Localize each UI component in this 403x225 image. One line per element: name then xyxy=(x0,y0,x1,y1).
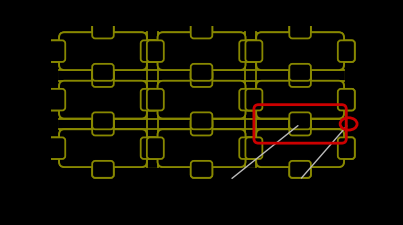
FancyBboxPatch shape xyxy=(289,113,311,130)
FancyBboxPatch shape xyxy=(191,119,212,136)
FancyBboxPatch shape xyxy=(147,41,164,63)
FancyBboxPatch shape xyxy=(92,119,114,136)
FancyBboxPatch shape xyxy=(191,22,212,39)
FancyBboxPatch shape xyxy=(141,41,158,63)
FancyBboxPatch shape xyxy=(239,41,256,63)
Bar xyxy=(245,33,256,167)
FancyBboxPatch shape xyxy=(92,22,114,39)
FancyBboxPatch shape xyxy=(48,138,65,159)
FancyBboxPatch shape xyxy=(256,130,344,167)
FancyBboxPatch shape xyxy=(48,41,65,63)
FancyBboxPatch shape xyxy=(147,90,164,111)
Bar xyxy=(59,71,344,81)
FancyBboxPatch shape xyxy=(92,161,114,178)
FancyBboxPatch shape xyxy=(59,81,147,119)
FancyBboxPatch shape xyxy=(338,138,355,159)
FancyBboxPatch shape xyxy=(92,65,114,81)
FancyBboxPatch shape xyxy=(245,138,262,159)
FancyBboxPatch shape xyxy=(289,161,311,178)
FancyBboxPatch shape xyxy=(48,90,65,111)
FancyBboxPatch shape xyxy=(289,65,311,81)
FancyBboxPatch shape xyxy=(92,65,114,81)
FancyBboxPatch shape xyxy=(289,22,311,39)
FancyBboxPatch shape xyxy=(256,81,344,119)
FancyBboxPatch shape xyxy=(158,33,245,71)
FancyBboxPatch shape xyxy=(256,33,344,71)
FancyBboxPatch shape xyxy=(141,90,158,111)
FancyBboxPatch shape xyxy=(289,71,311,88)
FancyBboxPatch shape xyxy=(191,119,212,136)
FancyBboxPatch shape xyxy=(191,65,212,81)
FancyBboxPatch shape xyxy=(158,130,245,167)
Text: V-scoring: V-scoring xyxy=(275,187,324,196)
FancyBboxPatch shape xyxy=(59,33,147,71)
FancyBboxPatch shape xyxy=(245,90,262,111)
FancyBboxPatch shape xyxy=(191,113,212,130)
FancyBboxPatch shape xyxy=(59,33,147,71)
FancyBboxPatch shape xyxy=(245,41,262,63)
FancyBboxPatch shape xyxy=(239,90,256,111)
FancyBboxPatch shape xyxy=(289,161,311,178)
FancyBboxPatch shape xyxy=(289,119,311,136)
FancyBboxPatch shape xyxy=(289,71,311,88)
FancyBboxPatch shape xyxy=(147,41,164,63)
FancyBboxPatch shape xyxy=(338,41,355,63)
FancyBboxPatch shape xyxy=(92,119,114,136)
FancyBboxPatch shape xyxy=(92,71,114,88)
FancyBboxPatch shape xyxy=(191,65,212,81)
FancyBboxPatch shape xyxy=(245,41,262,63)
FancyBboxPatch shape xyxy=(147,138,164,159)
FancyBboxPatch shape xyxy=(48,138,65,159)
FancyBboxPatch shape xyxy=(141,138,158,159)
FancyBboxPatch shape xyxy=(289,113,311,130)
FancyBboxPatch shape xyxy=(92,71,114,88)
Text: Tab-route: Tab-route xyxy=(206,187,254,196)
FancyBboxPatch shape xyxy=(59,81,147,119)
FancyBboxPatch shape xyxy=(191,161,212,178)
FancyBboxPatch shape xyxy=(239,138,256,159)
Bar xyxy=(59,119,344,130)
FancyBboxPatch shape xyxy=(191,22,212,39)
FancyBboxPatch shape xyxy=(147,138,164,159)
FancyBboxPatch shape xyxy=(59,130,147,167)
FancyBboxPatch shape xyxy=(158,81,245,119)
FancyBboxPatch shape xyxy=(158,81,245,119)
FancyBboxPatch shape xyxy=(48,90,65,111)
FancyBboxPatch shape xyxy=(289,119,311,136)
FancyBboxPatch shape xyxy=(191,71,212,88)
FancyBboxPatch shape xyxy=(239,90,256,111)
FancyBboxPatch shape xyxy=(338,90,355,111)
FancyBboxPatch shape xyxy=(191,113,212,130)
Bar xyxy=(147,33,158,167)
FancyBboxPatch shape xyxy=(92,113,114,130)
FancyBboxPatch shape xyxy=(289,22,311,39)
FancyBboxPatch shape xyxy=(245,138,262,159)
FancyBboxPatch shape xyxy=(256,130,344,167)
FancyBboxPatch shape xyxy=(158,33,245,71)
FancyBboxPatch shape xyxy=(338,138,355,159)
FancyBboxPatch shape xyxy=(191,161,212,178)
FancyBboxPatch shape xyxy=(191,71,212,88)
FancyBboxPatch shape xyxy=(338,90,355,111)
FancyBboxPatch shape xyxy=(239,138,256,159)
FancyBboxPatch shape xyxy=(92,22,114,39)
FancyBboxPatch shape xyxy=(338,41,355,63)
FancyBboxPatch shape xyxy=(59,130,147,167)
FancyBboxPatch shape xyxy=(256,33,344,71)
FancyBboxPatch shape xyxy=(158,130,245,167)
FancyBboxPatch shape xyxy=(92,113,114,130)
FancyBboxPatch shape xyxy=(141,90,158,111)
FancyBboxPatch shape xyxy=(141,41,158,63)
FancyBboxPatch shape xyxy=(92,161,114,178)
FancyBboxPatch shape xyxy=(141,138,158,159)
FancyBboxPatch shape xyxy=(48,41,65,63)
FancyBboxPatch shape xyxy=(239,41,256,63)
FancyBboxPatch shape xyxy=(289,65,311,81)
FancyBboxPatch shape xyxy=(147,90,164,111)
FancyBboxPatch shape xyxy=(245,90,262,111)
FancyBboxPatch shape xyxy=(256,81,344,119)
